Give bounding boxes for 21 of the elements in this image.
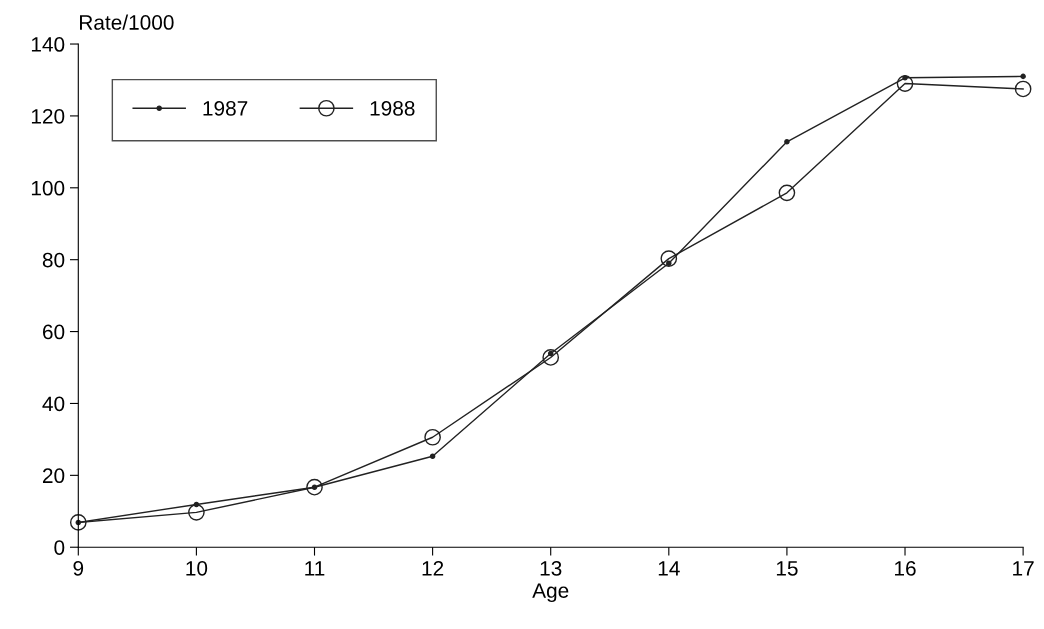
y-tick-label: 100 — [31, 180, 65, 196]
x-tick-label: 12 — [422, 560, 444, 576]
x-tick-label: 14 — [658, 561, 680, 576]
legend-label: 1988 — [370, 100, 415, 116]
x-axis-title: Age — [532, 583, 569, 603]
y-tick-label: 140 — [31, 37, 65, 52]
y-tick-label: 0 — [54, 540, 65, 555]
x-tick-label: 17 — [1013, 561, 1034, 576]
y-tick-label: 80 — [42, 252, 65, 268]
x-tick-label: 10 — [186, 560, 208, 576]
y-tick-label: 60 — [42, 324, 65, 340]
x-tick-label: 9 — [73, 560, 84, 576]
legend-label: 1987 — [203, 100, 248, 116]
y-axis-title: Rate/1000 — [80, 14, 174, 30]
x-tick-label: 16 — [895, 560, 916, 576]
y-tick-label: 120 — [31, 108, 65, 124]
y-tick-label: 20 — [42, 468, 65, 484]
y-tick-label: 40 — [42, 396, 65, 412]
x-tick-label: 13 — [540, 560, 562, 576]
x-tick-label: 11 — [305, 561, 325, 576]
x-tick-label: 15 — [776, 561, 798, 576]
